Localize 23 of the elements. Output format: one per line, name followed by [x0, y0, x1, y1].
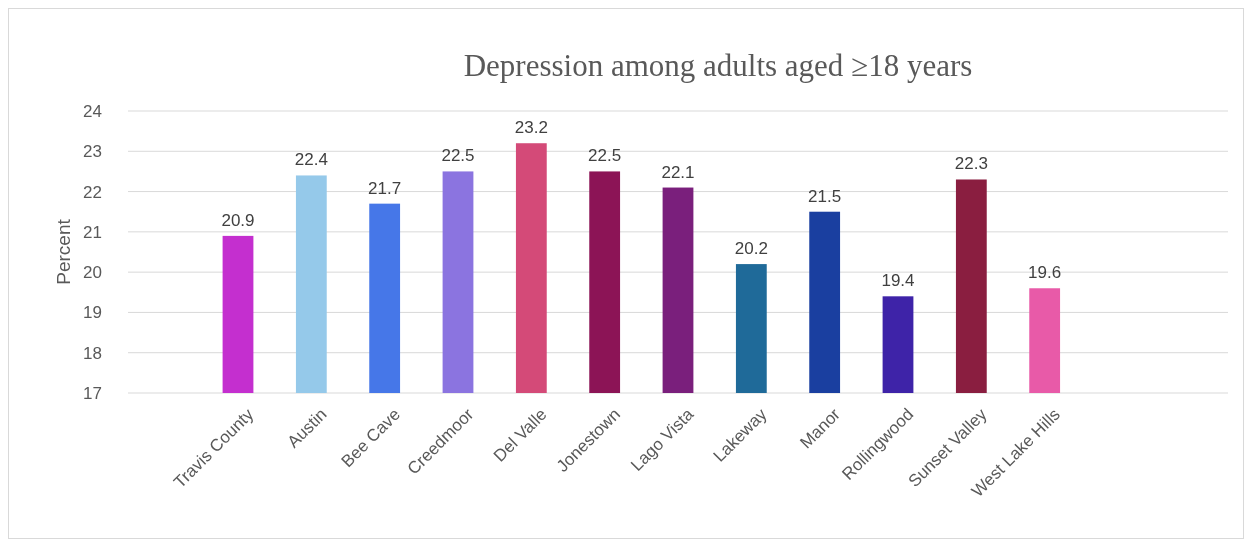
data-label: 22.4	[294, 150, 328, 170]
y-tick-label: 22	[83, 182, 102, 202]
data-label: 22.5	[588, 146, 622, 166]
data-label: 21.5	[808, 186, 842, 206]
y-tick-label: 18	[83, 343, 102, 363]
data-label: 21.7	[368, 178, 402, 198]
data-label: 23.2	[514, 118, 548, 138]
y-tick-label: 17	[83, 383, 102, 403]
y-tick-label: 24	[83, 101, 102, 121]
chart-title: Depression among adults aged ≥18 years	[463, 48, 973, 83]
data-label: 22.1	[661, 162, 695, 182]
data-label: 19.4	[881, 271, 915, 291]
data-label: 22.3	[954, 154, 988, 174]
data-label: 20.9	[221, 210, 255, 230]
data-label: 20.2	[734, 239, 768, 259]
y-axis-title: Percent	[53, 218, 74, 285]
data-label: 22.5	[441, 146, 475, 166]
data-label: 19.6	[1028, 263, 1062, 283]
y-tick-label: 19	[83, 303, 102, 323]
y-tick-label: 20	[83, 263, 102, 283]
x-tick-label: Del Valle	[489, 404, 551, 466]
y-tick-label: 23	[83, 142, 102, 162]
y-tick-label: 21	[83, 222, 102, 242]
